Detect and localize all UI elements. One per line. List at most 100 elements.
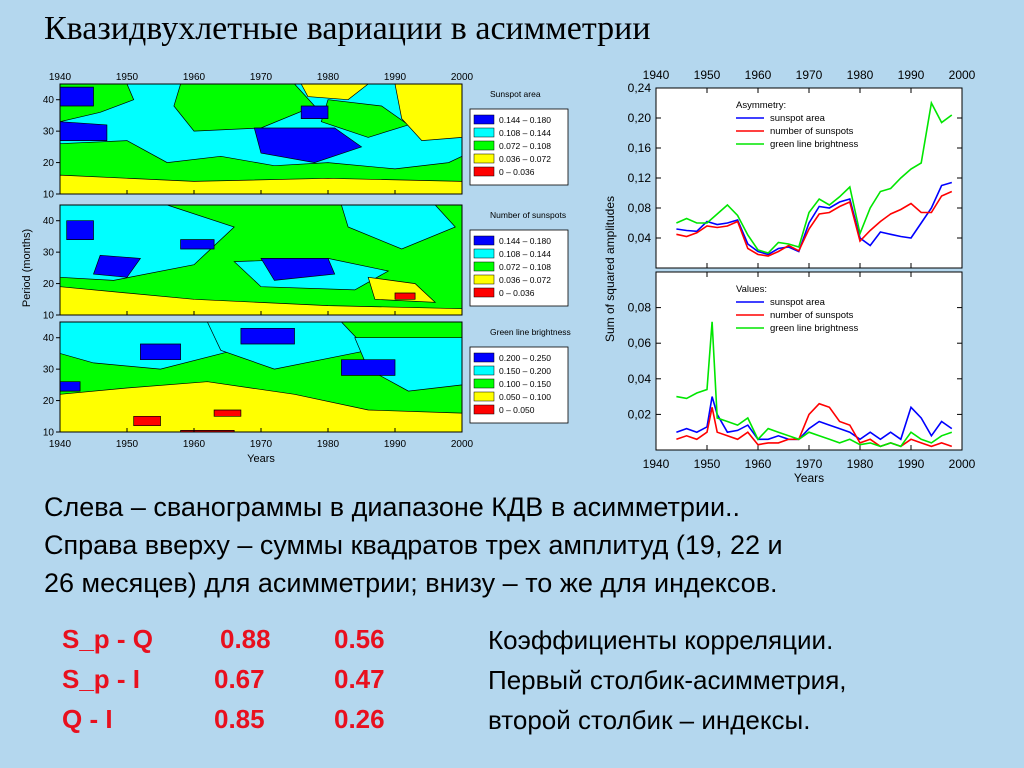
legend-swatch xyxy=(473,127,495,138)
legend-label: 0.144 – 0.180 xyxy=(499,115,551,125)
correlation-pair-label: S_p - I xyxy=(62,664,141,694)
legend-swatch xyxy=(473,287,495,298)
contour-region xyxy=(341,359,396,376)
contour-region xyxy=(367,276,437,303)
legend-label: sunspot area xyxy=(770,113,826,124)
x-tick-label: 1970 xyxy=(796,457,823,471)
contour-region xyxy=(300,105,329,119)
correlation-note-line: второй столбик – индексы. xyxy=(488,705,811,735)
swanogram-chart: 1940 1950 1960 1970 1980 1990 2000 10 20 30 40 Suns… xyxy=(21,72,571,465)
x-tick-label-top: 1950 xyxy=(694,68,721,82)
legend-swatch xyxy=(473,248,495,259)
correlation-note-line: Коэффициенты корреляции. xyxy=(488,625,834,655)
legend-label: 0.150 – 0.200 xyxy=(499,366,551,376)
y-tick-label: 0,20 xyxy=(628,111,652,125)
x-tick-label-top: 1990 xyxy=(898,68,925,82)
contour-region xyxy=(59,381,81,392)
description-text: Слева – сванограммы в диапазоне КДВ в ас… xyxy=(44,488,1004,602)
legend-label: 0.036 – 0.072 xyxy=(499,154,551,164)
x-tick-label-top: 1980 xyxy=(847,68,874,82)
y-tick-label: 20 xyxy=(43,279,55,290)
x-tick-label: 1940 xyxy=(49,439,72,450)
legend-swatch xyxy=(473,378,495,389)
legend-label: 0.200 – 0.250 xyxy=(499,353,551,363)
legend-swatch xyxy=(473,166,495,177)
legend-label: 0.072 – 0.108 xyxy=(499,262,551,272)
legend-label: 0.108 – 0.144 xyxy=(499,249,551,259)
legend-swatch xyxy=(473,235,495,246)
legend-swatch xyxy=(473,365,495,376)
legend-label: 0 – 0.036 xyxy=(499,288,535,298)
description-line: Слева – сванограммы в диапазоне КДВ в ас… xyxy=(44,492,741,522)
y-tick-label: 30 xyxy=(43,365,55,376)
contour-region xyxy=(213,409,242,417)
y-tick-label: 10 xyxy=(43,190,55,201)
contour-region xyxy=(133,415,161,427)
legend-swatch xyxy=(473,404,495,415)
correlation-value-asymmetry: 0.88 xyxy=(220,624,271,654)
series-line xyxy=(676,100,953,254)
contour-region xyxy=(260,258,336,281)
legend-swatch xyxy=(473,274,495,285)
y-tick-label: 40 xyxy=(43,333,55,344)
x-tick-label-top: 2000 xyxy=(949,68,976,82)
legend-swatch xyxy=(473,261,495,272)
legend-label: 0 – 0.036 xyxy=(499,167,535,177)
x-tick-label-top: 1960 xyxy=(183,72,206,83)
correlation-value-asymmetry: 0.67 xyxy=(214,664,265,694)
y-tick-label: 0,04 xyxy=(628,372,652,386)
contour-region xyxy=(59,121,108,141)
series-line xyxy=(676,190,953,257)
x-tick-label-top: 1940 xyxy=(643,68,670,82)
x-tick-label: 1960 xyxy=(183,439,206,450)
legend-label: number of sunspots xyxy=(770,126,854,137)
amplitude-chart: 1940 1950 1960 1970 1980 1990 2000 0,04 0,08 0,12… xyxy=(603,68,976,485)
legend-label: 0.036 – 0.072 xyxy=(499,275,551,285)
x-tick-label-top: 1940 xyxy=(49,72,72,83)
y-tick-label: 30 xyxy=(43,248,55,259)
correlation-note-line: Первый столбик-асимметрия, xyxy=(488,665,847,695)
x-tick-label: 1990 xyxy=(384,439,407,450)
description-line: Справа вверху – суммы квадратов трех амп… xyxy=(44,530,783,560)
legend-label: sunspot area xyxy=(770,297,826,308)
y-tick-label: 10 xyxy=(43,311,55,322)
y-tick-label: 40 xyxy=(43,95,55,106)
x-tick-label-top: 2000 xyxy=(451,72,474,83)
x-tick-label: 1990 xyxy=(898,457,925,471)
amplitude-panel: 0,02 0,04 0,06 0,08 Values:sunspot area numbe… xyxy=(628,271,963,451)
y-tick-label: 0,24 xyxy=(628,81,652,95)
contour-region xyxy=(394,292,416,300)
x-tick-label-top: 1960 xyxy=(745,68,772,82)
x-tick-label: 1940 xyxy=(643,457,670,471)
y-axis-label: Sum of squared amplitudes xyxy=(603,196,617,342)
amplitude-panel: 0,04 0,08 0,12 0,16 0,20 0,24 Asymmetry: sunspo… xyxy=(628,81,963,269)
correlation-value-indices: 0.56 xyxy=(334,624,385,654)
x-tick-label: 1960 xyxy=(745,457,772,471)
legend-title: Values: xyxy=(736,284,767,295)
contour-region xyxy=(140,343,181,361)
legend-label: 0.108 – 0.144 xyxy=(499,128,551,138)
correlation-pair-label: Q - I xyxy=(62,704,113,734)
contour-region xyxy=(59,86,94,107)
legend-swatch xyxy=(473,391,495,402)
legend-swatch xyxy=(473,140,495,151)
x-tick-label-top: 1990 xyxy=(384,72,407,83)
correlation-value-asymmetry: 0.85 xyxy=(214,704,265,734)
y-tick-label: 0,04 xyxy=(628,231,652,245)
correlation-note: Коэффициенты корреляции. Первый столбик-… xyxy=(488,620,1008,740)
x-tick-label: 2000 xyxy=(451,439,474,450)
x-tick-label: 1980 xyxy=(317,439,340,450)
legend-label: 0.050 – 0.100 xyxy=(499,392,551,402)
x-tick-label: 1980 xyxy=(847,457,874,471)
description-line: 26 месяцев) для асимметрии; внизу – то ж… xyxy=(44,568,778,598)
legend-title: Sunspot area xyxy=(490,89,541,99)
contour-region xyxy=(253,127,363,163)
legend-label: 0.072 – 0.108 xyxy=(499,141,551,151)
legend-swatch xyxy=(473,114,495,125)
series-line xyxy=(676,181,953,256)
x-tick-label-top: 1970 xyxy=(796,68,823,82)
x-tick-label-top: 1950 xyxy=(116,72,139,83)
legend-title: Green line brightness xyxy=(490,327,571,337)
swanogram-panel: 10 20 30 40 Number of sunspots 0.144 – 0.180 0… xyxy=(43,204,569,322)
legend-swatch xyxy=(473,153,495,164)
